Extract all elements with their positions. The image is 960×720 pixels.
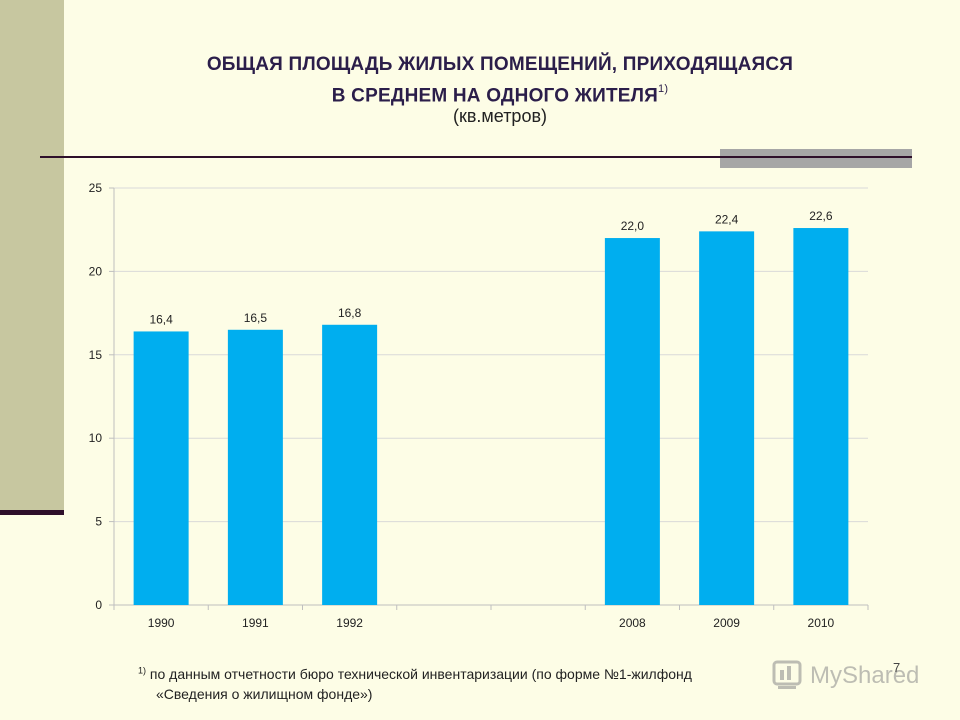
bar (793, 228, 849, 606)
title-line-1: ОБЩАЯ ПЛОЩАДЬ ЖИЛЫХ ПОМЕЩЕНИЙ, ПРИХОДЯЩА… (206, 54, 794, 75)
bar (133, 331, 189, 605)
y-tick-label: 5 (95, 515, 102, 529)
data-label: 16,5 (244, 311, 268, 325)
x-tick-label: 2010 (808, 616, 835, 630)
y-tick-label: 20 (89, 264, 103, 278)
footnote-marker: 1) (138, 665, 147, 675)
labels: 0 5 10 15 20 25 16,4 1990 16,5 1991 16,8 1992 22,0 20… (89, 181, 835, 630)
header-rule-accent-line (720, 156, 912, 158)
y-tick-label: 15 (89, 348, 103, 362)
bar (604, 238, 660, 606)
data-label: 22,4 (715, 212, 739, 226)
title-line-2: В СРЕДНЕМ НА ОДНОГО ЖИТЕЛЯ1) (120, 78, 880, 109)
bar (227, 329, 283, 605)
y-tick-label: 25 (89, 181, 103, 195)
header-rule-accent (720, 149, 912, 168)
chart-subtitle: (кв.метров) (452, 106, 548, 126)
x-tick-label: 1990 (148, 616, 175, 630)
x-tick-label: 1992 (336, 616, 363, 630)
footnote: 1) по данным отчетности бюро технической… (138, 660, 898, 704)
page-number: 7 (893, 660, 901, 675)
bars (133, 228, 849, 606)
gridlines (114, 187, 868, 606)
side-decor-band (0, 0, 64, 512)
title-line-2-text: В СРЕДНЕМ НА ОДНОГО ЖИТЕЛЯ (331, 85, 659, 107)
x-tick-label: 2008 (619, 616, 646, 630)
bar (699, 231, 755, 606)
data-label: 22,0 (621, 219, 645, 233)
watermark-logo: MyShared (768, 656, 928, 696)
footnote-text-2: «Сведения о жилищном фонде») (156, 685, 373, 702)
watermark-text: MyShared (810, 662, 920, 689)
data-label: 16,4 (149, 312, 173, 326)
watermark-icon (772, 660, 802, 689)
x-tick-label: 2009 (713, 616, 740, 630)
title-footnote-marker: 1) (658, 83, 669, 95)
header-rule (40, 156, 912, 158)
axes (109, 187, 869, 610)
side-decor-line (0, 510, 64, 515)
data-label: 22,6 (809, 209, 833, 223)
y-tick-label: 10 (89, 431, 103, 445)
footnote-text-1: по данным отчетности бюро технической ин… (146, 665, 692, 682)
chart-title: ОБЩАЯ ПЛОЩАДЬ ЖИЛЫХ ПОМЕЩЕНИЙ, ПРИХОДЯЩА… (120, 52, 880, 109)
data-label: 16,8 (338, 306, 362, 320)
x-tick-label: 1991 (242, 616, 269, 630)
bar (322, 324, 378, 605)
y-tick-label: 0 (95, 598, 102, 612)
